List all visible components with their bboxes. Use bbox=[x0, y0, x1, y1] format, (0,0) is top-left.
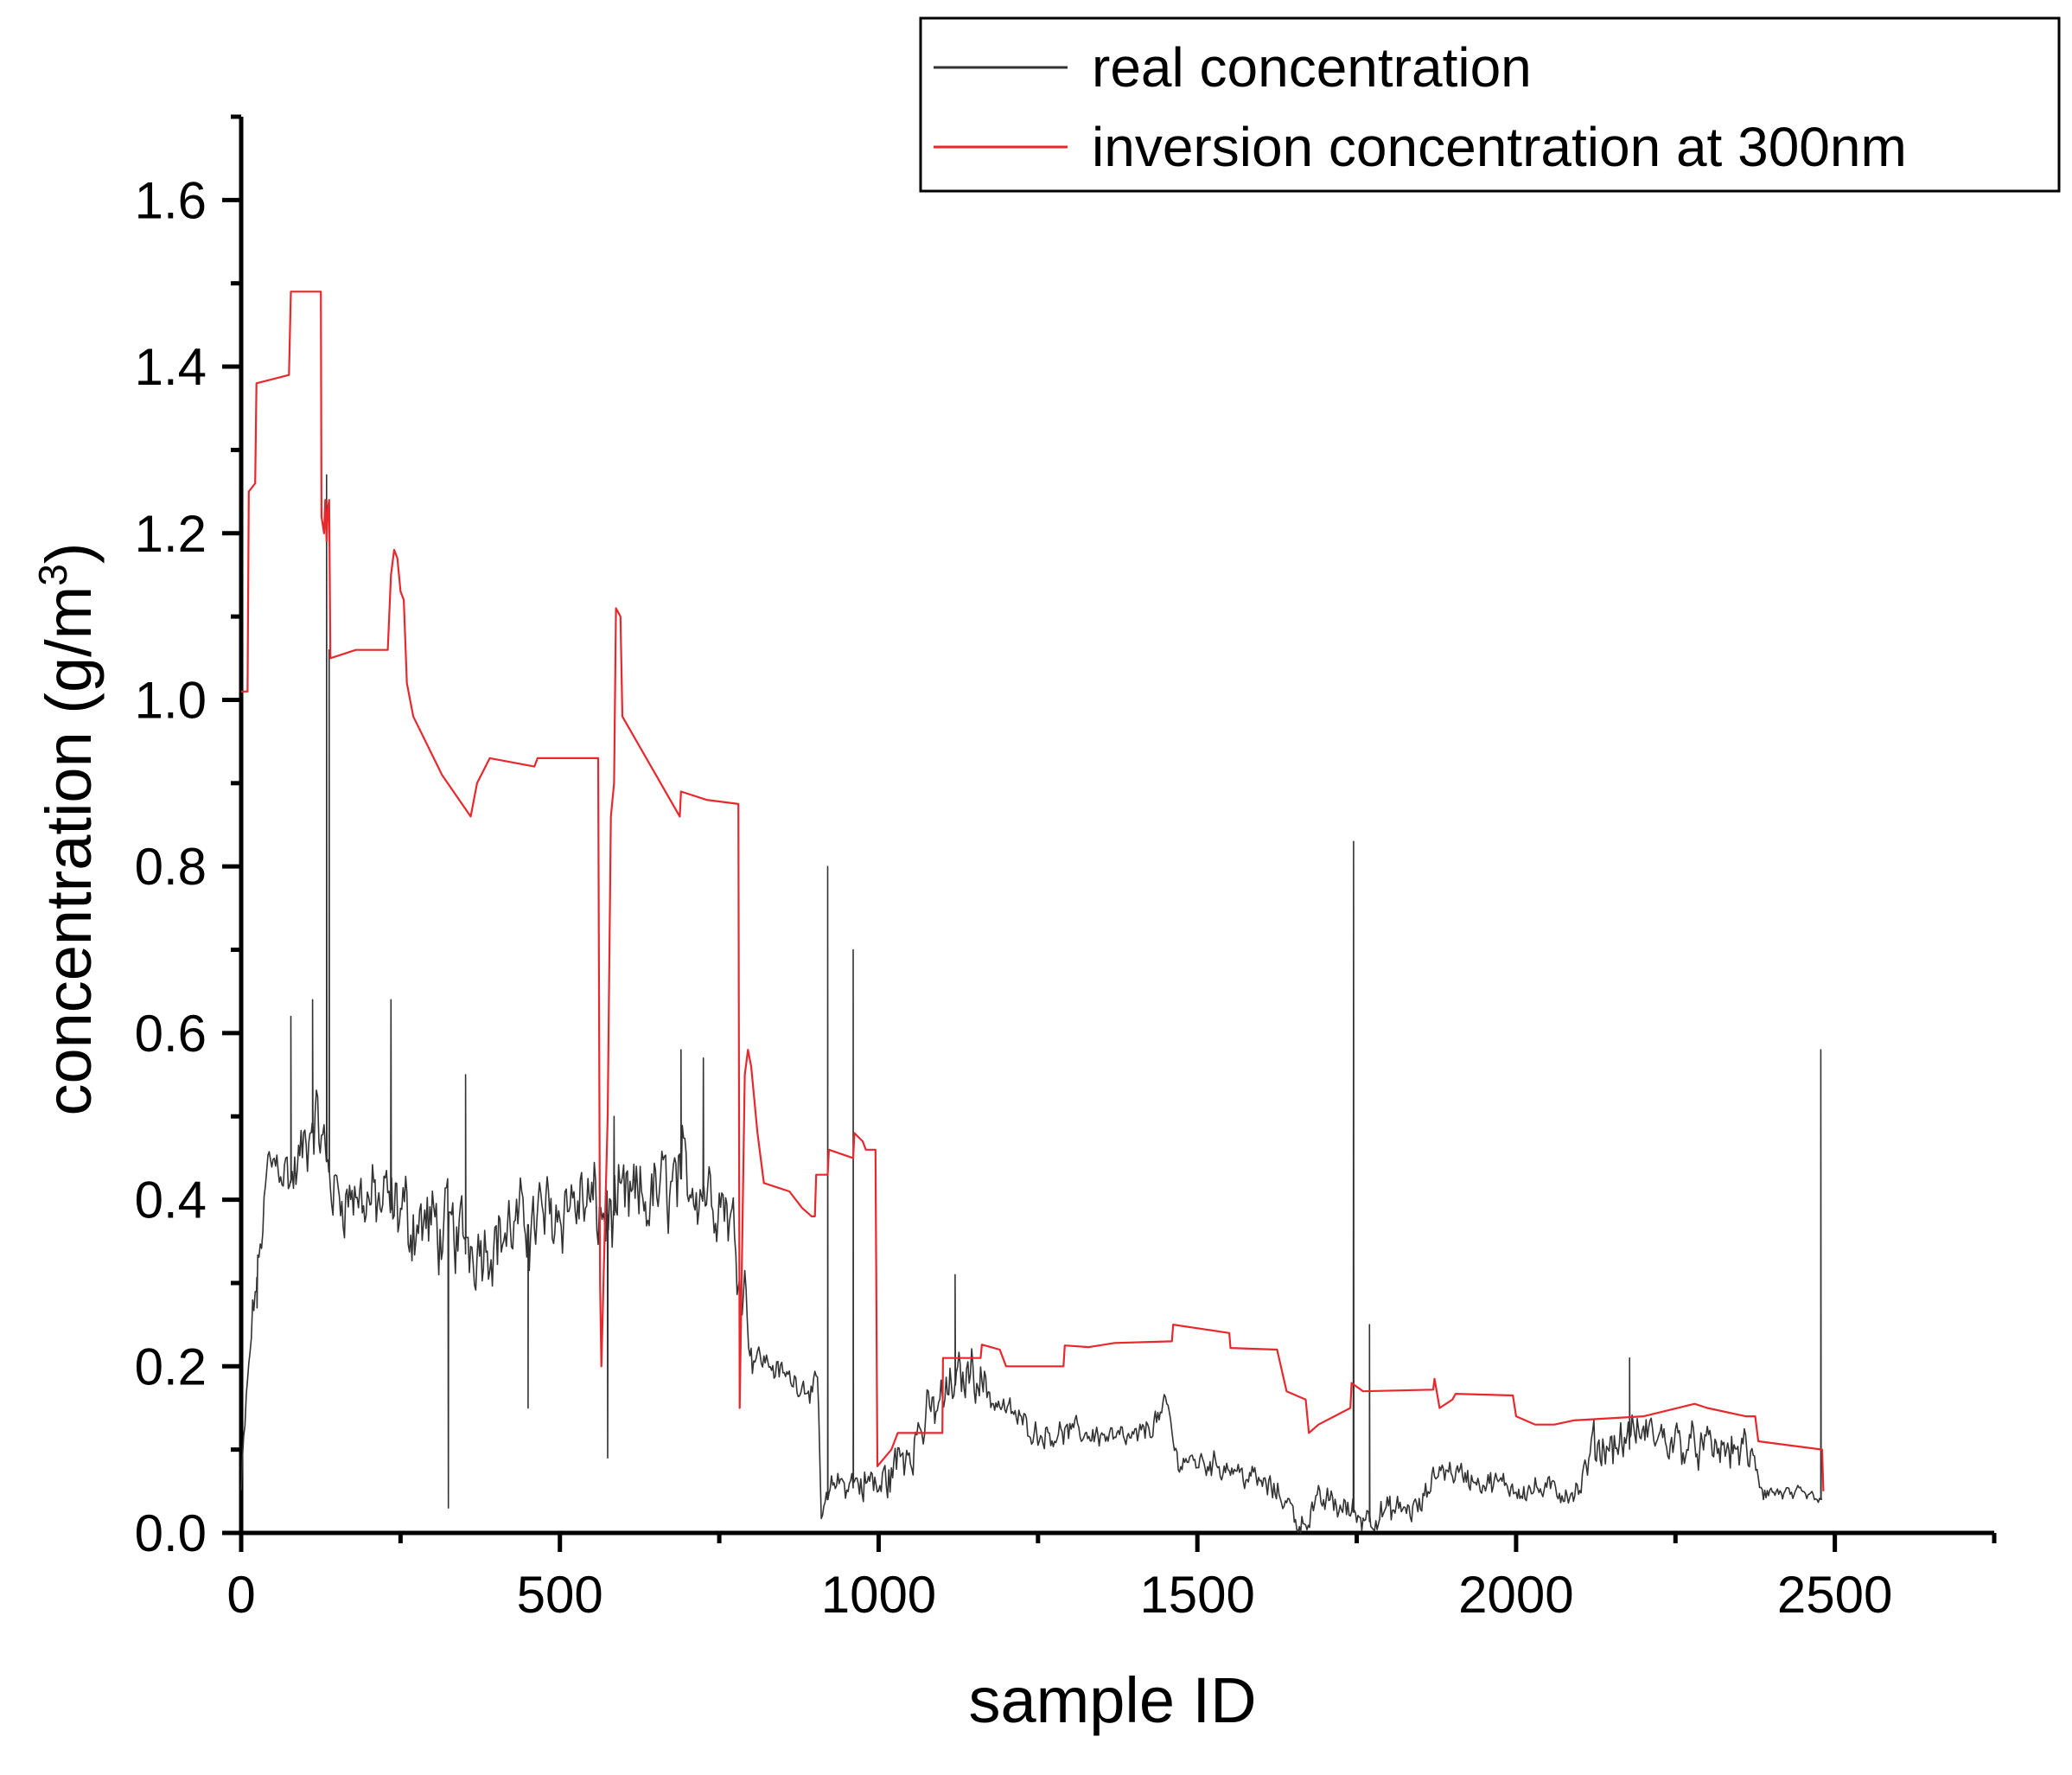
legend-box bbox=[919, 16, 2061, 193]
x-tick-label: 1500 bbox=[1139, 1566, 1254, 1624]
y-tick-label: 1.4 bbox=[135, 338, 207, 396]
y-axis-title-close: ) bbox=[33, 542, 105, 564]
x-tick-label: 0 bbox=[226, 1566, 255, 1624]
series-line-real-concentration bbox=[240, 474, 1823, 1534]
x-tick-label: 2500 bbox=[1777, 1566, 1892, 1624]
series-line-inversion-concentration-at-300nm bbox=[241, 291, 1825, 1491]
y-tick-label: 0.6 bbox=[135, 1005, 207, 1063]
x-axis-title: sample ID bbox=[968, 1664, 1256, 1736]
series-layer bbox=[240, 291, 1825, 1534]
y-tick-label: 1.0 bbox=[135, 671, 207, 729]
y-axis-title-superscript: 3 bbox=[30, 564, 75, 586]
legend-label-inversion-concentration: inversion concentration at 300nm bbox=[1092, 116, 1907, 178]
y-axis-title-base: concentration (g/m bbox=[33, 586, 105, 1116]
legend-label-real-concentration: real concentration bbox=[1092, 36, 1532, 99]
y-tick-label: 0.4 bbox=[135, 1172, 207, 1229]
x-tick-label: 500 bbox=[517, 1566, 603, 1624]
y-axis-title: concentration (g/m3) bbox=[30, 542, 105, 1115]
y-tick-label: 0.8 bbox=[135, 838, 207, 896]
y-tick-label: 1.2 bbox=[135, 505, 207, 563]
axes-layer: 0.0 0.2 0.4 0.6 0.8 1.0 1.2 1.4 1.6 0 500 1000 1500 2… bbox=[135, 114, 1997, 1624]
legend: real concentration inversion concentrati… bbox=[919, 16, 2061, 193]
y-tick-label: 0.2 bbox=[135, 1338, 207, 1395]
y-tick-label: 1.6 bbox=[135, 171, 207, 229]
x-tick-label: 2000 bbox=[1458, 1566, 1573, 1624]
y-tick-label: 0.0 bbox=[135, 1504, 207, 1562]
x-tick-label: 1000 bbox=[821, 1566, 936, 1624]
